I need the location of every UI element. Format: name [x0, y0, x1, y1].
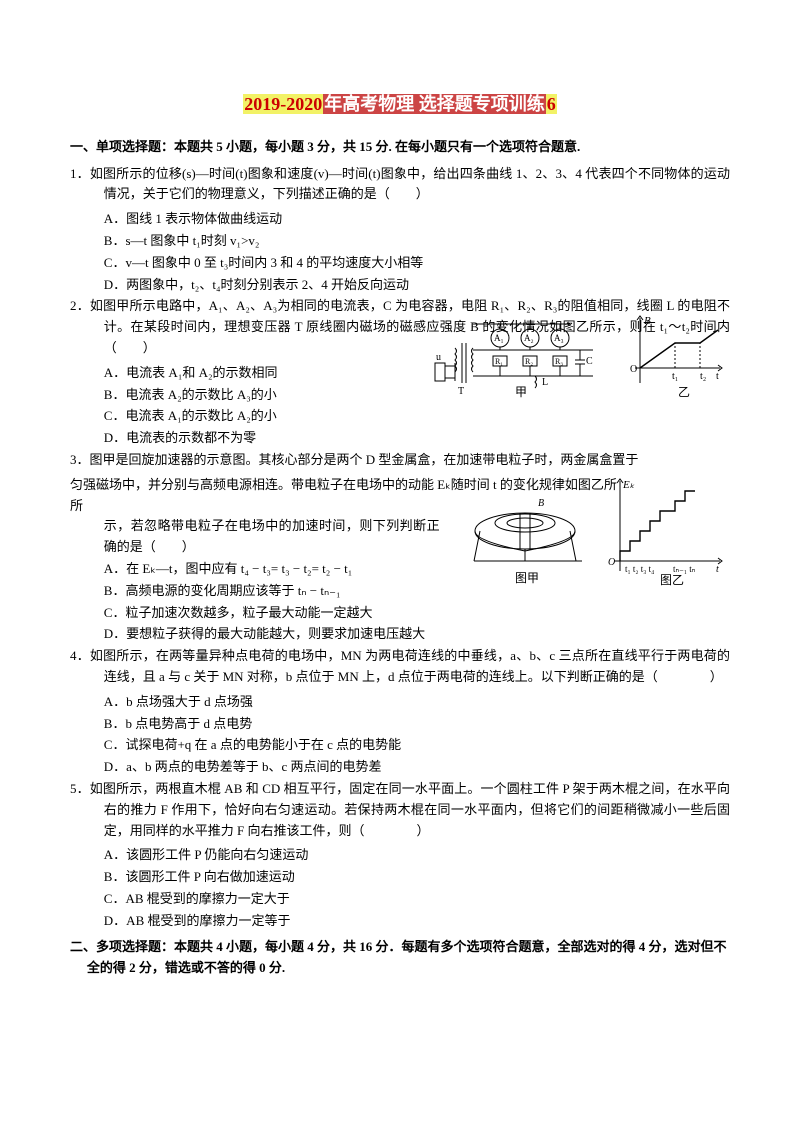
q3-figure: B 图甲 O Eₖ t₁ t₂ t₃ t₄ tₙ₋₁ tₙ t 图乙 [470, 476, 730, 586]
svg-text:B: B [538, 498, 544, 509]
q1-options: A．图线 1 表示物体做曲线运动 B．s—t 图象中 t₁时刻 v₁>v₂ C．… [70, 209, 730, 295]
q2-fig-right-label: 乙 [678, 385, 690, 398]
q2-opt-d: D．电流表的示数都不为零 [104, 428, 440, 449]
q3-block: 3．图甲是回旋加速器的示意图。其核心部分是两个 D 型金属盒，在加速带电粒子时，… [70, 450, 730, 645]
svg-text:u: u [436, 352, 441, 363]
svg-text:A₃: A₃ [554, 333, 564, 343]
svg-text:Eₖ: Eₖ [622, 479, 635, 491]
svg-text:R₃: R₃ [555, 357, 563, 366]
q4-opt-c: C．试探电荷+q 在 a 点的电势能小于在 c 点的电势能 [104, 735, 730, 756]
q3-fig-right-label: 图乙 [660, 573, 684, 586]
q5-opt-c: C．AB 棍受到的摩擦力一定大于 [104, 889, 730, 910]
svg-text:t₁ t₂ t₃ t₄: t₁ t₂ t₃ t₄ [625, 564, 654, 574]
q2-options: A．电流表 A₁和 A₂的示数相同 B．电流表 A₂的示数比 A₃的小 C．电流… [70, 363, 440, 449]
svg-text:O: O [608, 557, 615, 568]
q5-opt-d: D．AB 棍受到的摩擦力一定等于 [104, 911, 730, 932]
q3-opt-d: D．要想粒子获得的最大动能越大，则要求加速电压越大 [104, 624, 440, 645]
q3-opt-a: A．在 Eₖ—t，图中应有 t₄ − t₃= t₃ − t₂= t₂ − t₁ [104, 559, 440, 580]
svg-text:t₁: t₁ [672, 371, 678, 382]
page-title: 2019-2020年高考物理 选择题专项训练6 [70, 90, 730, 119]
q1-opt-a: A．图线 1 表示物体做曲线运动 [104, 209, 730, 230]
title-part1: 2019-2020 [243, 94, 323, 114]
svg-text:C: C [586, 356, 593, 367]
svg-text:R₂: R₂ [525, 357, 533, 366]
title-part2: 年高考物理 选择题专项训练 [323, 94, 546, 114]
q2-opt-c: C．电流表 A₁的示数比 A₂的小 [104, 406, 440, 427]
q2-opt-b: B．电流表 A₂的示数比 A₃的小 [104, 385, 440, 406]
svg-text:t: t [716, 371, 719, 382]
q4-stem: 4．如图所示，在两等量异种点电荷的电场中，MN 为两电荷连线的中垂线，a、b、c… [70, 646, 730, 688]
svg-text:L: L [542, 377, 548, 388]
svg-text:T: T [458, 386, 464, 397]
q5-opt-b: B．该圆形工件 P 向右做加速运动 [104, 867, 730, 888]
q3-fig-left-label: 图甲 [515, 571, 539, 585]
q1-opt-d: D．两图象中，t₂、t₄时刻分别表示 2、4 开始反向运动 [104, 275, 730, 296]
q3-stem: 3．图甲是回旋加速器的示意图。其核心部分是两个 D 型金属盒，在加速带电粒子时，… [70, 450, 730, 471]
q3-cont2: 示，若忽略带电粒子在电场中的加速时间，则下列判断正确的是（ ） [70, 516, 440, 558]
q3-options: A．在 Eₖ—t，图中应有 t₄ − t₃= t₃ − t₂= t₂ − t₁ … [70, 559, 440, 645]
q5-stem: 5．如图所示，两根直木棍 AB 和 CD 相互平行，固定在同一水平面上。一个圆柱… [70, 779, 730, 841]
q4-options: A．b 点场强大于 d 点场强 B．b 点电势高于 d 点电势 C．试探电荷+q… [70, 692, 730, 778]
q2-opt-a: A．电流表 A₁和 A₂的示数相同 [104, 363, 440, 384]
svg-text:t₂: t₂ [700, 371, 706, 382]
q1-opt-b: B．s—t 图象中 t₁时刻 v₁>v₂ [104, 231, 730, 252]
q2-block: 2．如图甲所示电路中，A₁、A₂、A₃为相同的电流表，C 为电容器，电阻 R₁、… [70, 296, 730, 449]
q3-opt-b: B．高频电源的变化周期应该等于 tₙ − tₙ₋₁ [104, 581, 440, 602]
svg-text:O: O [630, 364, 637, 375]
q5-options: A．该圆形工件 P 仍能向右匀速运动 B．该圆形工件 P 向右做加速运动 C．A… [70, 845, 730, 931]
svg-text:R₁: R₁ [495, 357, 503, 366]
svg-text:B: B [644, 315, 651, 327]
svg-text:A₂: A₂ [524, 333, 534, 343]
q1-stem: 1．如图所示的位移(s)—时间(t)图象和速度(v)—时间(t)图象中，给出四条… [70, 164, 730, 206]
q5-opt-a: A．该圆形工件 P 仍能向右匀速运动 [104, 845, 730, 866]
q4-opt-b: B．b 点电势高于 d 点电势 [104, 714, 730, 735]
svg-text:A₁: A₁ [494, 333, 504, 343]
section2-heading: 二、多项选择题：本题共 4 小题，每小题 4 分，共 16 分．每题有多个选项符… [70, 937, 730, 979]
q4-opt-a: A．b 点场强大于 d 点场强 [104, 692, 730, 713]
svg-text:t: t [716, 564, 719, 575]
q2-figure: u T A₁ R₁ A₂ R₂ L [430, 308, 730, 398]
q4-opt-d: D．a、b 两点的电势差等于 b、c 两点间的电势差 [104, 757, 730, 778]
section1-heading: 一、单项选择题：本题共 5 小题，每小题 3 分，共 15 分. 在每小题只有一… [70, 137, 730, 158]
title-part3: 6 [546, 94, 557, 114]
q1-opt-c: C．v—t 图象中 0 至 t₃时间内 3 和 4 的平均速度大小相等 [104, 253, 730, 274]
q2-fig-left-label: 甲 [515, 385, 527, 398]
q3-opt-c: C．粒子加速次数越多，粒子最大动能一定越大 [104, 603, 440, 624]
